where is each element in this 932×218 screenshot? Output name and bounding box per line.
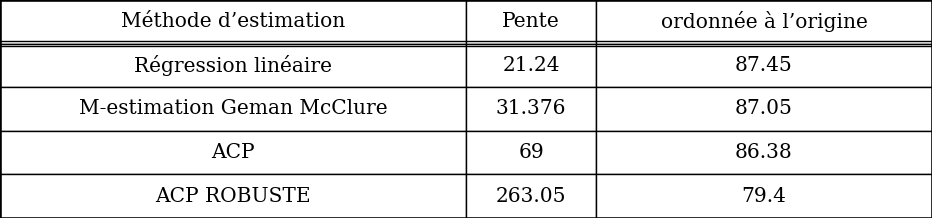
Bar	[466, 131, 596, 174]
Text: ACP: ACP	[212, 143, 254, 162]
Text: 86.38: 86.38	[735, 143, 793, 162]
Bar	[0, 0, 466, 44]
Bar	[596, 174, 932, 218]
Text: Pente: Pente	[502, 12, 560, 31]
Text: 79.4: 79.4	[742, 187, 787, 206]
Bar	[466, 174, 596, 218]
Bar	[466, 87, 596, 131]
Text: 31.376: 31.376	[496, 99, 567, 119]
Text: 263.05: 263.05	[496, 187, 567, 206]
Bar	[596, 0, 932, 44]
Text: ACP ROBUSTE: ACP ROBUSTE	[156, 187, 310, 206]
Bar	[596, 87, 932, 131]
Bar	[0, 44, 466, 87]
Text: 87.45: 87.45	[735, 56, 793, 75]
Text: Méthode d’estimation: Méthode d’estimation	[121, 12, 345, 31]
Bar	[0, 174, 466, 218]
Bar	[596, 131, 932, 174]
Text: Régression linéaire: Régression linéaire	[134, 55, 332, 76]
Text: 21.24: 21.24	[502, 56, 560, 75]
Text: 87.05: 87.05	[735, 99, 793, 119]
Bar	[466, 44, 596, 87]
Text: 69: 69	[518, 143, 544, 162]
Bar	[0, 131, 466, 174]
Bar	[466, 0, 596, 44]
Text: M-estimation Geman McClure: M-estimation Geman McClure	[78, 99, 388, 119]
Bar	[596, 44, 932, 87]
Bar	[0, 87, 466, 131]
Text: ordonnée à l’origine: ordonnée à l’origine	[661, 11, 868, 32]
